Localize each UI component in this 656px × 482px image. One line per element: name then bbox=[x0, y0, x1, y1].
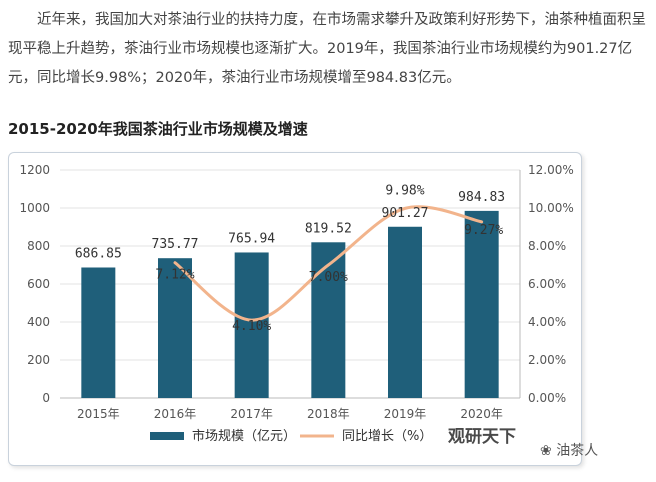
bar-value-label: 984.83 bbox=[458, 190, 505, 205]
channel-watermark: ❀ 油茶人 bbox=[540, 440, 598, 460]
channel-name: 油茶人 bbox=[556, 443, 599, 459]
y-right-tick-label: 10.00% bbox=[528, 201, 574, 215]
wechat-icon: ❀ bbox=[540, 443, 552, 459]
x-tick-label: 2019年 bbox=[384, 407, 427, 421]
y-left-tick-label: 800 bbox=[27, 239, 50, 253]
bar-value-label: 765.94 bbox=[228, 231, 275, 246]
y-right-tick-label: 0.00% bbox=[528, 391, 566, 405]
brand-watermark: 观研天下 bbox=[447, 427, 516, 447]
y-right-tick-label: 8.00% bbox=[528, 239, 566, 253]
bar-value-label: 819.52 bbox=[305, 221, 352, 236]
x-tick-label: 2020年 bbox=[460, 407, 503, 421]
bar bbox=[81, 267, 116, 398]
growth-value-label: 4.10% bbox=[232, 319, 271, 334]
bar bbox=[158, 258, 192, 398]
x-tick-label: 2015年 bbox=[77, 407, 120, 421]
y-left-tick-label: 200 bbox=[27, 353, 50, 367]
chart-heading: 2015-2020年我国茶油行业市场规模及增速 bbox=[8, 120, 308, 138]
legend-swatch-bar bbox=[150, 432, 184, 440]
bar-value-label: 735.77 bbox=[152, 237, 199, 252]
legend-label-line: 同比增长（%） bbox=[342, 429, 432, 444]
y-right-tick-label: 6.00% bbox=[528, 277, 566, 291]
bar-value-label: 901.27 bbox=[382, 206, 429, 221]
legend-label-bar: 市场规模（亿元） bbox=[192, 428, 296, 444]
x-tick-label: 2018年 bbox=[307, 407, 350, 421]
y-right-tick-label: 12.00% bbox=[528, 163, 574, 177]
bar bbox=[311, 242, 346, 398]
growth-value-label: 9.98% bbox=[385, 183, 424, 198]
y-right-tick-label: 4.00% bbox=[528, 315, 566, 329]
growth-line bbox=[173, 205, 484, 322]
bar bbox=[388, 226, 422, 398]
growth-value-label: 9.27% bbox=[464, 223, 503, 238]
intro-paragraph: 近年来，我国加大对茶油行业的扶持力度，在市场需求攀升及政策利好形势下，油茶种植面… bbox=[8, 12, 646, 86]
y-left-tick-label: 1000 bbox=[19, 201, 50, 215]
y-right-tick-label: 2.00% bbox=[528, 353, 566, 367]
y-left-tick-label: 1200 bbox=[19, 163, 50, 177]
bar bbox=[234, 252, 269, 398]
y-left-tick-label: 400 bbox=[27, 315, 50, 329]
y-left-tick-label: 0 bbox=[42, 391, 50, 405]
x-tick-label: 2016年 bbox=[154, 407, 197, 421]
growth-value-label: 7.12% bbox=[155, 268, 194, 283]
x-tick-label: 2017年 bbox=[230, 407, 273, 421]
growth-value-label: 7.00% bbox=[309, 270, 348, 285]
bar-value-label: 686.85 bbox=[75, 246, 122, 261]
y-left-tick-label: 600 bbox=[27, 277, 50, 291]
bar bbox=[464, 210, 499, 398]
